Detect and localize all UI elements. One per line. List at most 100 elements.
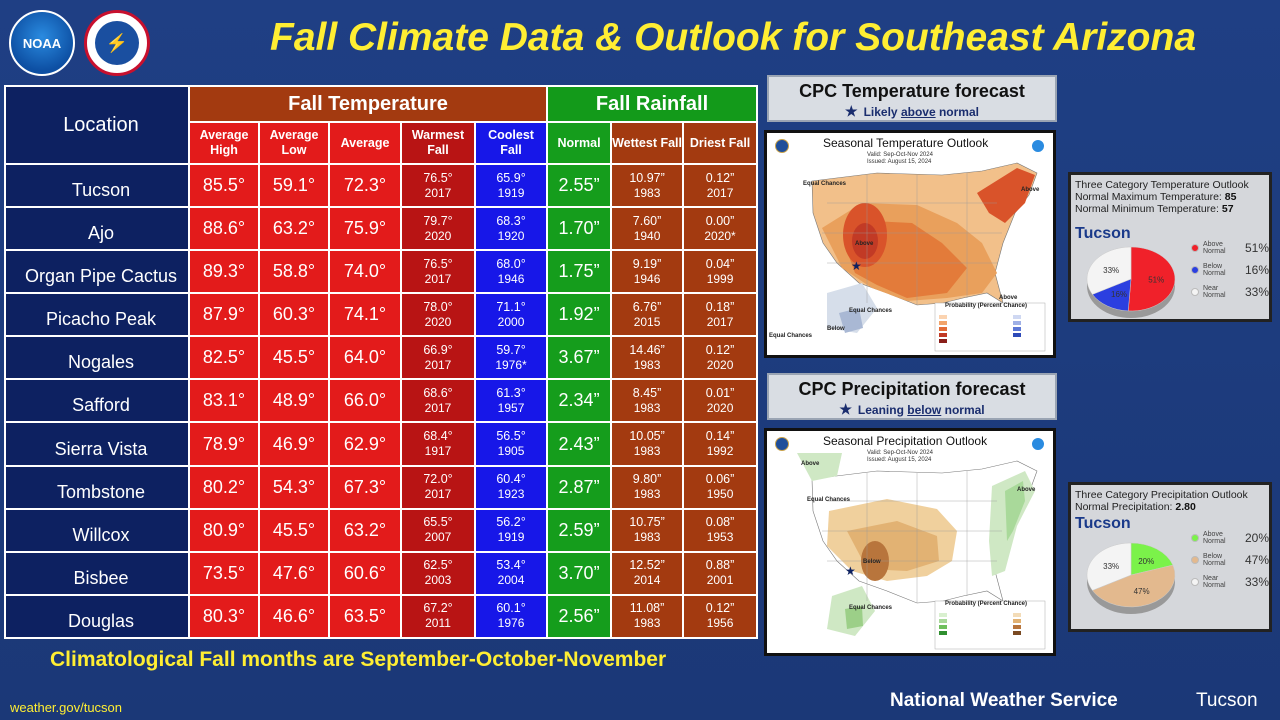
wettest-cell: 9.80” 1983	[610, 464, 685, 510]
location-cell: Nogales	[4, 335, 190, 381]
coolest-year: 1976*	[495, 357, 527, 372]
map-valid: Valid: Sep-Oct-Nov 2024 Issued: August 15…	[867, 152, 933, 165]
legend-dot	[1191, 266, 1199, 274]
pie-slice-label: 33%	[1103, 562, 1119, 571]
coolest-value: 56.2°	[496, 515, 526, 530]
normal-rain-cell: 1.75”	[546, 249, 613, 295]
pie-slice-near-normal	[1086, 246, 1132, 295]
cpc-temperature-heading: CPC Temperature forecast	[799, 81, 1025, 101]
wettest-year: 1983	[633, 616, 661, 631]
warmest-value: 62.5°	[423, 558, 453, 573]
wettest-cell: 10.05” 1983	[610, 421, 685, 467]
col-driest-fall: Driest Fall	[682, 121, 759, 165]
driest-value: 0.06”	[705, 472, 735, 487]
avg-high-cell: 85.5°	[188, 162, 260, 209]
coolest-year: 1919	[497, 185, 525, 200]
warmest-value: 79.7°	[423, 213, 453, 228]
coolest-cell: 60.4° 1923	[473, 464, 549, 510]
warmest-year: 2007	[424, 530, 452, 545]
label-below: Below	[827, 326, 845, 332]
legend-row: Near Normal 33%	[1191, 281, 1269, 303]
coolest-cell: 56.2° 1919	[473, 507, 549, 553]
coolest-value: 56.5°	[496, 429, 526, 443]
col-coolest-fall: Coolest Fall	[473, 121, 549, 165]
location-cell: Willcox	[4, 507, 190, 553]
coolest-value: 61.3°	[496, 385, 526, 400]
warmest-cell: 65.5° 2007	[400, 507, 476, 553]
coolest-cell: 68.3° 1920	[473, 206, 549, 252]
col-average: Average	[328, 121, 402, 165]
avg-low-cell: 45.5°	[258, 507, 330, 553]
avg-low-cell: 54.3°	[258, 464, 330, 510]
coolest-cell: 65.9° 1919	[473, 162, 549, 209]
table-row: Willcox 80.9° 45.5° 63.2° 65.5° 2007 56.2…	[4, 507, 759, 553]
avg-cell: 66.0°	[328, 378, 402, 424]
wettest-value: 10.75”	[629, 515, 665, 530]
avg-low-cell: 48.9°	[258, 378, 330, 424]
avg-cell: 74.0°	[328, 249, 402, 295]
warmest-value: 76.5°	[423, 170, 453, 185]
map-title: Seasonal Temperature Outlook	[823, 136, 989, 150]
avg-high-cell: 80.9°	[188, 507, 260, 553]
noaa-logo: NOAA	[9, 10, 75, 76]
label-above-3: Above	[999, 295, 1018, 301]
col-normal-rain: Normal	[546, 121, 613, 165]
temperature-city: Tucson	[1075, 225, 1131, 242]
warmest-value: 66.9°	[423, 342, 453, 357]
precipitation-city: Tucson	[1075, 515, 1131, 532]
avg-low-cell: 59.1°	[258, 162, 330, 209]
table-row: Picacho Peak 87.9° 60.3° 74.1° 78.0° 2020…	[4, 292, 759, 338]
label-equal-chances: Equal Chances	[807, 497, 851, 503]
coolest-value: 71.1°	[496, 299, 526, 314]
avg-high-cell: 73.5°	[188, 550, 260, 596]
col-warmest-fall: Warmest Fall	[400, 121, 476, 165]
cpc-seal-icon	[775, 437, 789, 451]
legend-row: Below Normal 47%	[1191, 549, 1269, 571]
avg-cell: 62.9°	[328, 421, 402, 467]
wettest-cell: 10.75” 1983	[610, 507, 685, 553]
pie-slice-below-normal	[1092, 278, 1132, 312]
legend-label: Above Normal	[1203, 531, 1226, 545]
office-footer: Tucson	[1196, 690, 1258, 711]
warmest-year: 2020	[424, 314, 452, 329]
legend-percent: 33%	[1245, 285, 1270, 299]
table-row: Tombstone 80.2° 54.3° 67.3° 72.0° 2017 60…	[4, 464, 759, 510]
location-cell: Safford	[4, 378, 190, 424]
cpc-precipitation-heading: CPC Precipitation forecast	[798, 379, 1026, 399]
col-wettest-fall: Wettest Fall	[610, 121, 685, 165]
col-average-low: Average Low	[258, 121, 330, 165]
warmest-value: 68.4°	[423, 429, 453, 443]
star-icon: ★	[839, 401, 852, 417]
label-equal-chances-2: Equal Chances	[849, 308, 893, 314]
wettest-cell: 7.60” 1940	[610, 206, 685, 252]
tucson-star-icon: ★	[845, 564, 856, 578]
driest-value: 0.01”	[705, 385, 735, 400]
coolest-year: 1919	[497, 530, 525, 545]
table-row: Tucson 85.5° 59.1° 72.3° 76.5° 2017 65.9°…	[4, 162, 759, 209]
avg-cell: 64.0°	[328, 335, 402, 381]
nws-logo-emblem: ⚡	[95, 21, 139, 65]
coolest-cell: 53.4° 2004	[473, 550, 549, 596]
avg-cell: 63.2°	[328, 507, 402, 553]
warmest-cell: 78.0° 2020	[400, 292, 476, 338]
temperature-outlook-text: Three Category Temperature Outlook Norma…	[1075, 179, 1249, 215]
table-row: Safford 83.1° 48.9° 66.0° 68.6° 2017 61.3…	[4, 378, 759, 424]
driest-cell: 0.12” 2020	[682, 335, 759, 381]
wettest-value: 9.80”	[632, 472, 662, 487]
website-link[interactable]: weather.gov/tucson	[10, 700, 123, 715]
coolest-cell: 71.1° 2000	[473, 292, 549, 338]
precipitation-pie-legend: Above Normal 20% Below Normal 47% Near Norma…	[1191, 527, 1269, 593]
warmest-year: 2017	[424, 271, 452, 286]
pie-slice-above-normal	[1127, 246, 1176, 312]
coolest-cell: 56.5° 1905	[473, 421, 549, 467]
table-row: Organ Pipe Cactus 89.3° 58.8° 74.0° 76.5…	[4, 249, 759, 295]
driest-cell: 0.04” 1999	[682, 249, 759, 295]
driest-year: 2017	[706, 314, 734, 329]
table-row: Sierra Vista 78.9° 46.9° 62.9° 68.4° 1917…	[4, 421, 759, 467]
label-above-2: Above	[1021, 187, 1040, 193]
legend-label: Below Normal	[1203, 553, 1226, 567]
avg-high-cell: 88.6°	[188, 206, 260, 252]
warmest-year: 1917	[424, 444, 452, 458]
coolest-cell: 60.1° 1976	[473, 593, 549, 640]
legend-row: Near Normal 33%	[1191, 571, 1269, 593]
